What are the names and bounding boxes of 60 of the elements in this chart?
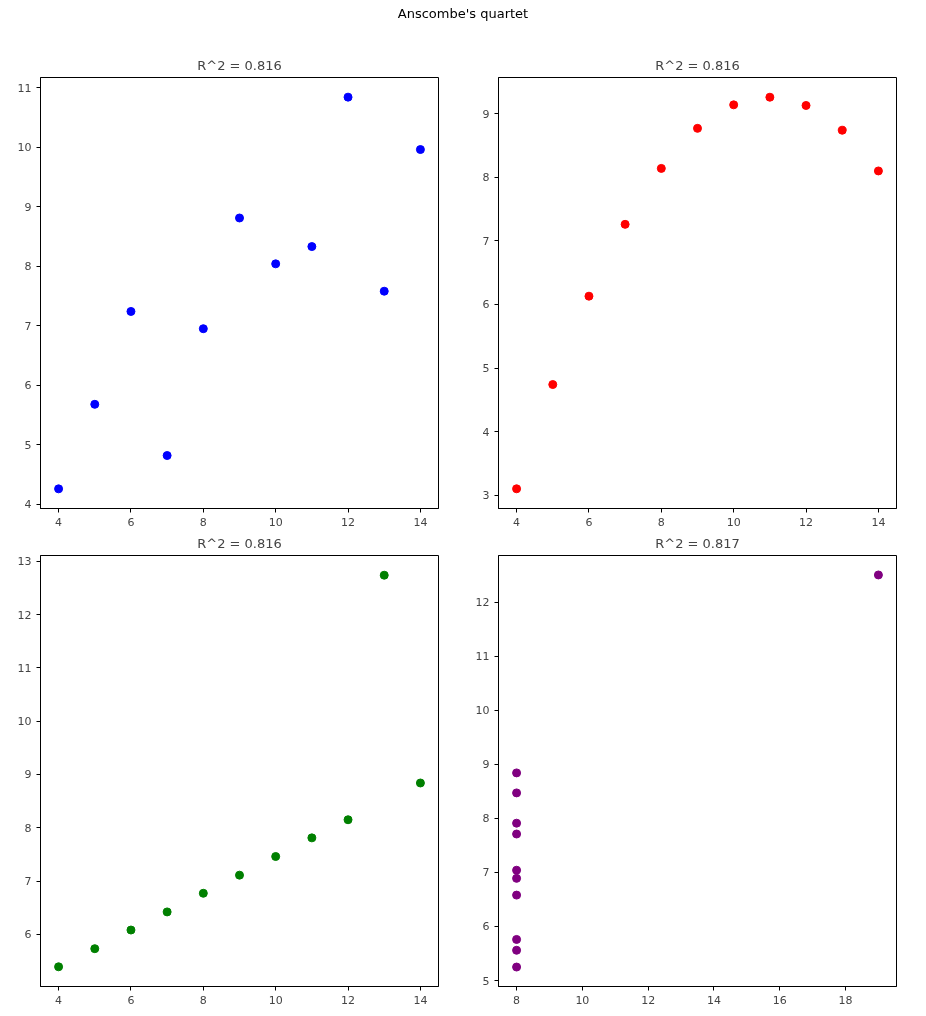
y-tick-label: 11 bbox=[475, 650, 490, 664]
chart-title: R^2 = 0.817 bbox=[655, 535, 740, 551]
x-tick-label: 14 bbox=[413, 515, 428, 529]
x-tick-label: 8 bbox=[657, 515, 665, 529]
y-tick-label: 5 bbox=[482, 974, 490, 988]
y-tick-label: 8 bbox=[482, 171, 490, 185]
x-tick-label: 14 bbox=[871, 515, 886, 529]
y-tick-label: 7 bbox=[482, 234, 490, 248]
y-tick-label: 11 bbox=[17, 81, 32, 95]
x-tick-label: 8 bbox=[199, 515, 207, 529]
y-tick-label: 4 bbox=[24, 498, 32, 512]
y-tick-label: 10 bbox=[17, 141, 32, 155]
y-tick-label: 3 bbox=[482, 489, 490, 503]
x-tick-label: 12 bbox=[799, 515, 814, 529]
x-tick-label: 12 bbox=[341, 515, 356, 529]
x-tick-label: 10 bbox=[268, 515, 283, 529]
x-tick-label: 6 bbox=[127, 515, 135, 529]
x-tick-label: 10 bbox=[575, 993, 590, 1007]
y-tick-label: 8 bbox=[24, 821, 32, 835]
y-tick-label: 11 bbox=[17, 661, 32, 675]
x-tick-label: 4 bbox=[513, 515, 521, 529]
y-tick-label: 6 bbox=[24, 379, 32, 393]
chart-title: R^2 = 0.816 bbox=[197, 535, 282, 551]
x-tick-label: 10 bbox=[268, 993, 283, 1007]
y-tick-label: 7 bbox=[482, 866, 490, 880]
x-tick-label: 12 bbox=[641, 993, 656, 1007]
y-tick-label: 6 bbox=[482, 298, 490, 312]
y-tick-label: 9 bbox=[24, 768, 32, 782]
x-tick-label: 12 bbox=[341, 993, 356, 1007]
x-tick-label: 8 bbox=[199, 993, 207, 1007]
y-tick-label: 8 bbox=[24, 260, 32, 274]
x-tick-label: 16 bbox=[772, 993, 787, 1007]
y-tick-label: 6 bbox=[24, 928, 32, 942]
y-tick-label: 9 bbox=[482, 758, 490, 772]
x-tick-label: 4 bbox=[55, 515, 63, 529]
chart-title: R^2 = 0.816 bbox=[655, 57, 740, 73]
y-tick-label: 12 bbox=[475, 596, 490, 610]
x-tick-label: 14 bbox=[413, 993, 428, 1007]
x-tick-label: 18 bbox=[838, 993, 853, 1007]
x-tick-label: 4 bbox=[55, 993, 63, 1007]
y-tick-label: 7 bbox=[24, 875, 32, 889]
y-tick-label: 6 bbox=[482, 920, 490, 934]
y-tick-label: 13 bbox=[17, 555, 32, 569]
x-tick-label: 10 bbox=[726, 515, 741, 529]
y-tick-label: 7 bbox=[24, 319, 32, 333]
x-tick-label: 6 bbox=[127, 993, 135, 1007]
y-tick-label: 10 bbox=[475, 704, 490, 718]
x-tick-label: 8 bbox=[513, 993, 521, 1007]
y-tick-label: 8 bbox=[482, 812, 490, 826]
x-tick-label: 6 bbox=[585, 515, 593, 529]
y-tick-label: 5 bbox=[482, 362, 490, 376]
y-tick-label: 5 bbox=[24, 438, 32, 452]
x-tick-label: 14 bbox=[706, 993, 721, 1007]
y-tick-label: 12 bbox=[17, 608, 32, 622]
text: Anscombe's quartet bbox=[397, 5, 529, 23]
y-tick-label: 9 bbox=[24, 200, 32, 214]
chart-title: R^2 = 0.816 bbox=[197, 57, 282, 73]
y-tick-label: 10 bbox=[17, 715, 32, 729]
y-tick-label: 4 bbox=[482, 425, 490, 439]
y-tick-label: 9 bbox=[482, 107, 490, 121]
